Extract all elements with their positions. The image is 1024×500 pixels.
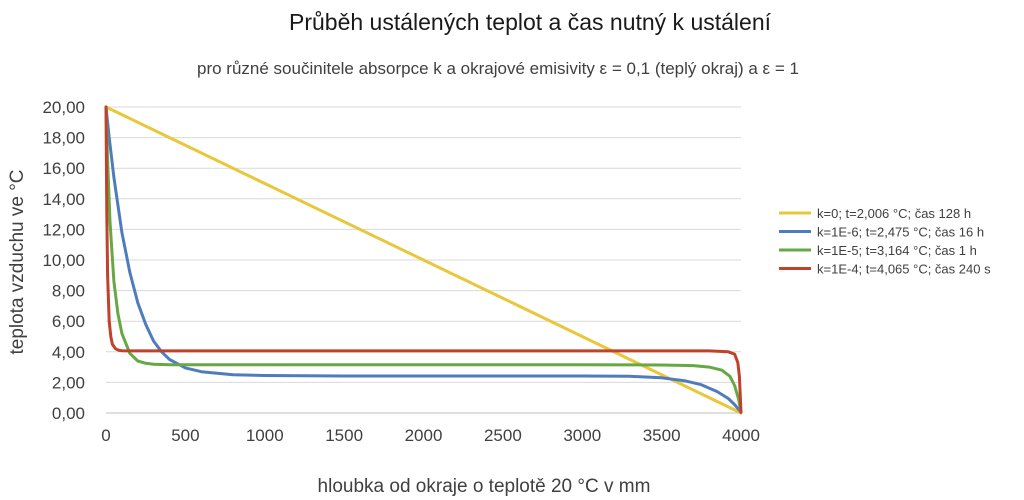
- y-tick-label: 12,00: [42, 220, 85, 239]
- y-tick-label: 2,00: [52, 373, 85, 392]
- x-tick-label: 0: [101, 426, 110, 445]
- y-tick-label: 16,00: [42, 159, 85, 178]
- series-lines: [104, 105, 743, 415]
- y-tick-label: 8,00: [52, 282, 85, 301]
- x-tick-label: 4000: [722, 426, 760, 445]
- series-line-3: [104, 105, 743, 414]
- x-axis-label: hloubka od okraje o teplotě 20 °C v mm: [318, 476, 651, 497]
- gridlines: [106, 106, 741, 383]
- x-tick-label: 1000: [246, 426, 284, 445]
- x-tick-label: 2500: [484, 426, 522, 445]
- tick-labels: 0,00 2,00 4,00 6,00 8,00 10,00 12,00 14,00 16,00…: [42, 98, 759, 445]
- x-tick-label: 2000: [405, 426, 443, 445]
- legend-label-0: k=0; t=2,006 °C; čas 128 h: [817, 206, 971, 221]
- x-tick-label: 3500: [643, 426, 681, 445]
- legend: k=0; t=2,006 °C; čas 128 h k=1E-6; t=2,47…: [779, 206, 991, 277]
- y-tick-label: 14,00: [42, 190, 85, 209]
- series-line-2: [104, 105, 743, 414]
- y-tick-label: 18,00: [42, 129, 85, 148]
- y-tick-label: 0,00: [52, 404, 85, 423]
- series-line-0: [104, 105, 743, 415]
- y-tick-label: 6,00: [52, 312, 85, 331]
- x-tick-label: 3000: [563, 426, 601, 445]
- series-line-1: [104, 105, 743, 414]
- x-tick-label: 1500: [325, 426, 363, 445]
- y-tick-label: 10,00: [42, 251, 85, 270]
- legend-label-1: k=1E-6; t=2,475 °C; čas 16 h: [817, 225, 984, 240]
- chart-title: Průběh ustálených teplot a čas nutný k u…: [289, 9, 772, 35]
- y-tick-label: 20,00: [42, 98, 85, 117]
- y-axis-label: teplota vzduchu ve °C: [7, 169, 28, 354]
- y-tick-label: 4,00: [52, 343, 85, 362]
- legend-label-3: k=1E-4; t=4,065 °C; čas 240 s: [817, 262, 991, 277]
- legend-label-2: k=1E-5; t=3,164 °C; čas 1 h: [817, 243, 977, 258]
- chart-subtitle: pro různé součinitele absorpce k a okraj…: [197, 59, 799, 78]
- x-tick-label: 500: [171, 426, 199, 445]
